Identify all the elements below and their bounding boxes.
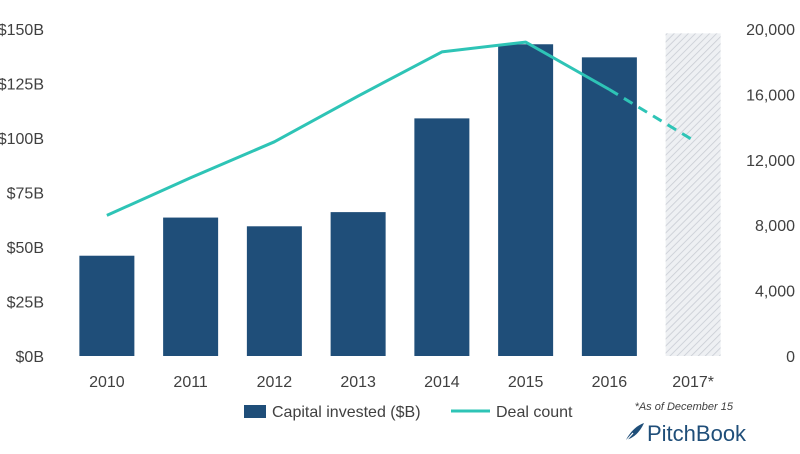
left-tick-label: $50B [7,240,44,257]
bar [163,217,219,356]
right-tick-label: 20,000 [746,22,795,39]
bar [79,255,135,356]
right-tick-label: 4,000 [755,284,795,301]
right-tick-label: 8,000 [755,218,795,235]
right-tick-label: 16,000 [746,87,795,104]
bar [246,226,302,356]
x-tick-label: 2016 [592,374,628,391]
x-tick-label: 2012 [257,374,293,391]
brand-name: PitchBook [647,421,747,446]
legend-label-capital: Capital invested ($B) [272,404,421,421]
left-tick-label: $100B [0,131,44,148]
x-tick-label: 2010 [89,374,125,391]
bar-series [79,33,721,357]
footnote: *As of December 15 [635,401,734,413]
line-series [106,40,694,217]
legend-label-deal-count: Deal count [496,404,573,421]
right-tick-label: 12,000 [746,153,795,170]
legend: Capital invested ($B) Deal count [244,404,573,421]
x-tick-label: 2013 [340,374,376,391]
x-tick-label: 2017* [672,374,714,391]
bar [581,57,637,357]
x-tick-label: 2014 [424,374,460,391]
left-tick-label: $150B [0,22,44,39]
x-tick-label: 2011 [173,374,208,391]
pitchbook-logo: PitchBook [624,421,747,446]
bar [414,118,470,356]
left-axis: $0B $25B $50B $75B $100B $125B $150B [0,22,44,366]
feather-icon [624,423,644,443]
bar [330,212,386,356]
right-axis: 0 4,000 8,000 12,000 16,000 20,000 [746,22,795,366]
x-axis: 2010 2011 2012 2013 2014 2015 2016 2017* [89,374,714,391]
left-tick-label: $75B [7,186,44,203]
x-tick-label: 2015 [508,374,544,391]
bar-estimated [665,33,721,357]
left-tick-label: $125B [0,77,44,94]
left-tick-label: $0B [16,349,44,366]
bar [498,44,554,356]
right-tick-label: 0 [786,349,795,366]
legend-swatch-bar [244,405,266,418]
left-tick-label: $25B [7,295,44,312]
